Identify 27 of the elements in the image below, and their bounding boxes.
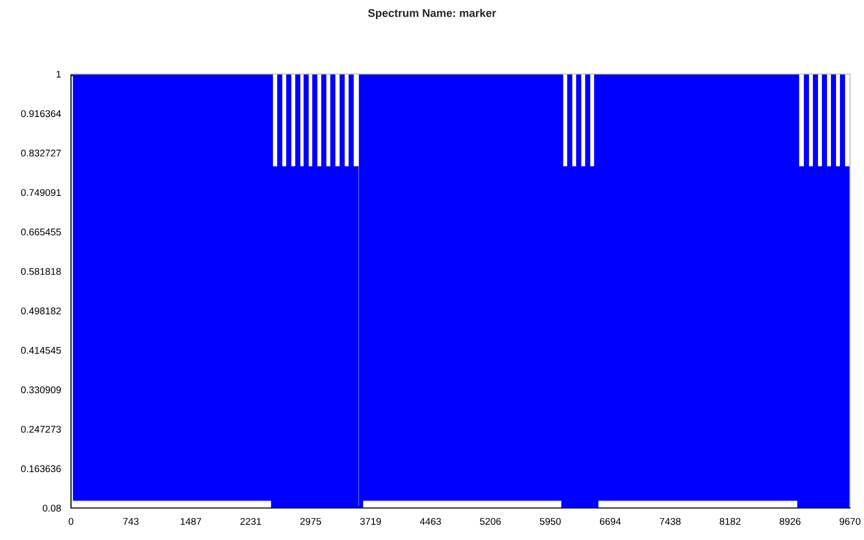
x-tick-label: 8182 (720, 518, 740, 525)
x-tick-label: 2231 (240, 518, 262, 525)
y-tick-label: 0.330909 (21, 386, 61, 394)
x-tick-label: 6694 (600, 518, 621, 525)
x-tick-label: 5206 (480, 518, 501, 525)
y-tick-label: 0.581818 (21, 268, 61, 275)
x-tick-label: 3719 (360, 518, 381, 525)
x-tick-label: 0 (68, 518, 74, 525)
y-tick-label: 0.832727 (21, 150, 61, 157)
x-tick-label: 7438 (660, 518, 681, 525)
y-tick-label: 0.916364 (21, 110, 61, 118)
x-tick-label: 5950 (540, 518, 561, 525)
y-tick-label: 0.665455 (21, 228, 61, 236)
x-tick-label: 4463 (420, 518, 441, 525)
y-tick-label: 1 (56, 70, 61, 78)
y-tick-label: 0.749091 (21, 189, 61, 196)
y-tick-label: 0.08 (42, 504, 61, 512)
y-tick-label: 0.498182 (21, 307, 61, 314)
x-tick-label: 1487 (180, 518, 202, 525)
y-tick-label: 0.414545 (21, 346, 61, 354)
x-tick-label: 9670 (840, 518, 860, 525)
y-tick-label: 0.163636 (21, 465, 61, 472)
y-tick-label: 0.247273 (21, 426, 61, 433)
x-tick-label: 8926 (780, 518, 800, 525)
x-tick-label: 743 (123, 518, 139, 525)
chart-title: Spectrum Name: marker (368, 8, 496, 20)
x-tick-label: 2975 (300, 518, 322, 525)
